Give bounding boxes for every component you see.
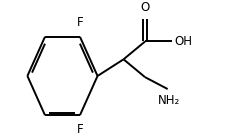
Text: OH: OH (174, 35, 192, 48)
Text: F: F (77, 16, 83, 28)
Text: NH₂: NH₂ (158, 94, 180, 107)
Text: F: F (77, 123, 83, 136)
Text: O: O (140, 1, 150, 14)
